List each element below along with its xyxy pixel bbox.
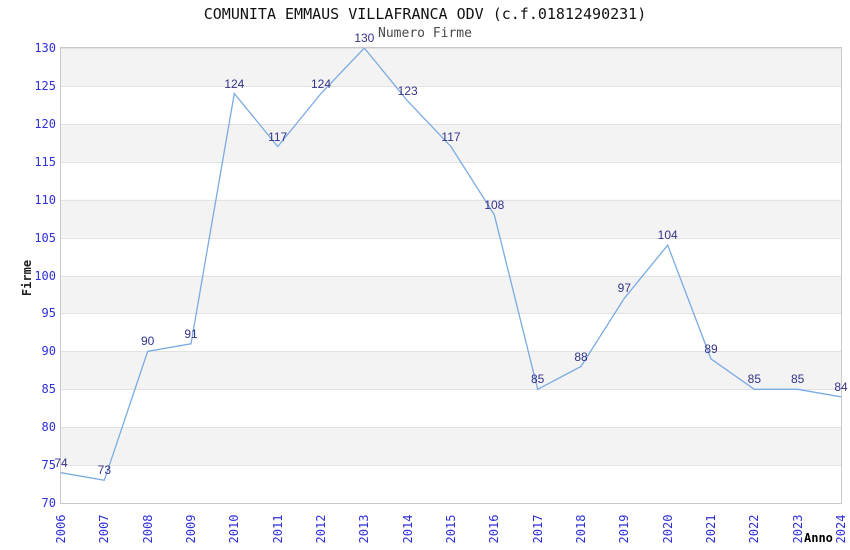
x-tick-label-2015: 2015 bbox=[444, 514, 458, 544]
x-tick-label-2008: 2008 bbox=[140, 514, 155, 544]
x-tick-label-2012: 2012 bbox=[314, 514, 328, 544]
grid-band bbox=[61, 275, 841, 314]
data-label-2018: 88 bbox=[574, 349, 588, 364]
data-label-2010: 124 bbox=[224, 76, 245, 91]
data-label-2015: 117 bbox=[441, 129, 461, 144]
chart-title: COMUNITA EMMAUS VILLAFRANCA ODV (c.f.018… bbox=[203, 5, 647, 23]
chart-subtitle: Numero Firme bbox=[378, 26, 472, 41]
data-label-2011: 117 bbox=[268, 129, 288, 144]
y-tick-label-120: 120 bbox=[34, 116, 56, 131]
data-label-2013: 130 bbox=[354, 31, 375, 45]
y-tick-label-70: 70 bbox=[41, 496, 56, 510]
data-label-2024: 84 bbox=[834, 379, 848, 394]
y-tick-label-110: 110 bbox=[34, 192, 56, 207]
y-tick-label-100: 100 bbox=[34, 268, 56, 283]
grid-band bbox=[61, 427, 841, 466]
x-tick-label-2020: 2020 bbox=[660, 514, 675, 544]
data-label-2012: 124 bbox=[310, 76, 332, 91]
grid-band bbox=[61, 48, 841, 86]
x-tick-label-2023: 2023 bbox=[790, 514, 805, 544]
plot-area bbox=[60, 47, 842, 504]
data-label-2021: 89 bbox=[704, 341, 718, 356]
series-line-numero-firme bbox=[61, 48, 841, 482]
data-label-2016: 108 bbox=[484, 197, 505, 212]
y-tick-label-95: 95 bbox=[41, 306, 56, 321]
data-label-2017: 85 bbox=[530, 372, 545, 387]
y-tick-label-85: 85 bbox=[41, 382, 56, 397]
x-tick-label-2021: 2021 bbox=[704, 514, 718, 544]
y-tick-label-75: 75 bbox=[41, 458, 56, 473]
grid-band bbox=[61, 199, 841, 238]
x-tick-label-2024: 2024 bbox=[834, 514, 848, 544]
y-tick-label-125: 125 bbox=[34, 78, 56, 93]
x-tick-label-2018: 2018 bbox=[574, 514, 588, 544]
grid-band bbox=[61, 351, 841, 390]
data-label-2014: 123 bbox=[397, 84, 418, 99]
data-label-2020: 104 bbox=[657, 228, 678, 243]
grid-band bbox=[61, 123, 841, 162]
y-tick-label-130: 130 bbox=[34, 41, 56, 55]
data-label-2019: 97 bbox=[617, 281, 631, 296]
x-tick-label-2022: 2022 bbox=[747, 514, 762, 544]
x-tick-label-2014: 2014 bbox=[400, 514, 415, 544]
y-tick-label-105: 105 bbox=[34, 230, 56, 245]
x-tick-label-2013: 2013 bbox=[357, 514, 372, 544]
data-label-2008: 90 bbox=[140, 334, 155, 349]
data-label-2006: 74 bbox=[54, 455, 68, 470]
x-tick-label-2011: 2011 bbox=[270, 514, 285, 544]
y-tick-label-80: 80 bbox=[41, 420, 56, 435]
x-tick-label-2010: 2010 bbox=[227, 514, 242, 544]
x-tick-label-2016: 2016 bbox=[487, 514, 502, 544]
data-label-2022: 85 bbox=[747, 372, 761, 387]
line-chart-svg bbox=[61, 48, 841, 482]
x-tick-label-2017: 2017 bbox=[530, 514, 545, 544]
x-tick-label-2006: 2006 bbox=[54, 514, 68, 544]
data-label-2023: 85 bbox=[790, 372, 805, 387]
y-tick-label-115: 115 bbox=[34, 154, 56, 169]
data-label-2007: 73 bbox=[97, 463, 111, 478]
y-tick-label-90: 90 bbox=[41, 344, 56, 359]
x-tick-label-2009: 2009 bbox=[184, 514, 198, 544]
data-label-2009: 91 bbox=[184, 326, 198, 341]
x-tick-label-2007: 2007 bbox=[97, 514, 112, 544]
x-axis-title: Anno bbox=[804, 531, 833, 545]
x-tick-label-2019: 2019 bbox=[617, 514, 632, 544]
